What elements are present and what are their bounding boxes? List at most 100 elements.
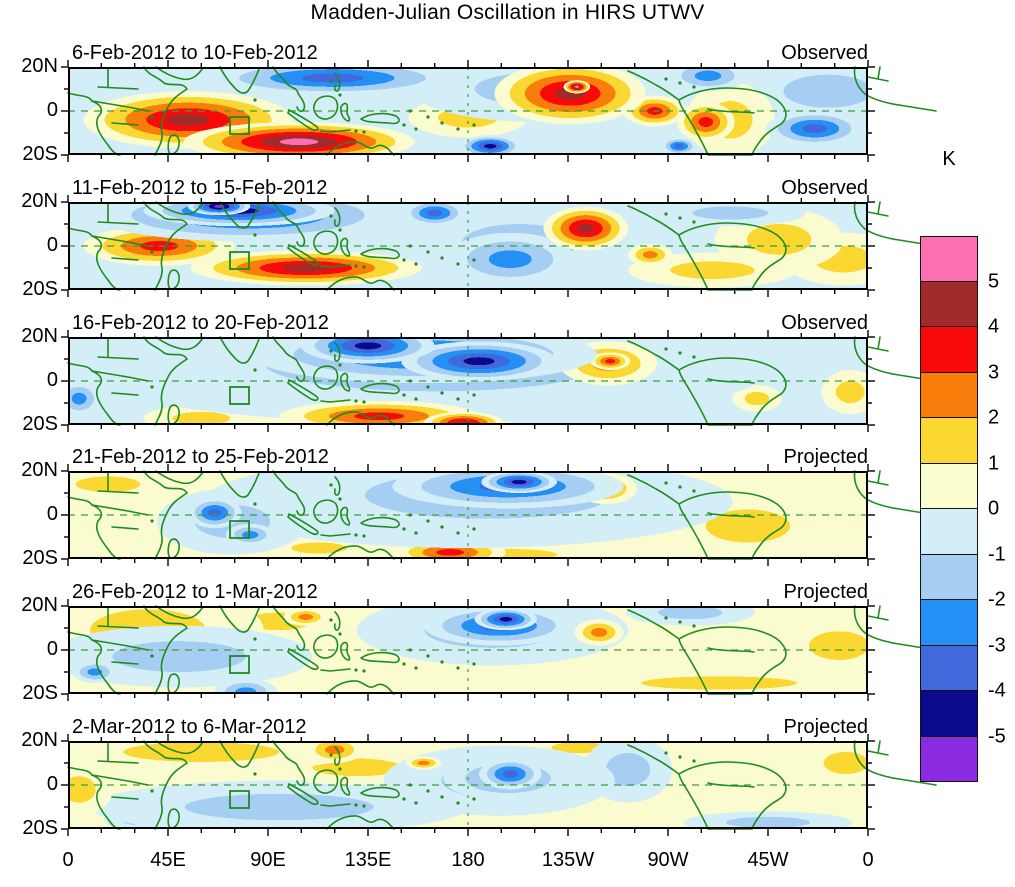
map-grid-coastlines bbox=[61, 194, 937, 297]
coastlines bbox=[67, 335, 937, 426]
map-frame bbox=[68, 201, 868, 290]
map-frame bbox=[68, 471, 868, 560]
map-panel: 6-Feb-2012 to 10-Feb-2012 Observed 20N 0 2… bbox=[0, 42, 1015, 165]
map-panel: 11-Feb-2012 to 15-Feb-2012 Observed 20N 0… bbox=[0, 177, 1015, 300]
colorbar-swatch bbox=[920, 327, 978, 373]
map-grid-coastlines bbox=[61, 60, 937, 162]
colorbar bbox=[920, 236, 978, 782]
colorbar-swatch bbox=[920, 236, 978, 282]
colorbar-tick-label: 1 bbox=[988, 452, 1000, 474]
panel-status-label: Observed bbox=[781, 42, 868, 64]
coastlines bbox=[67, 200, 937, 291]
latitude-tick-label: 20S bbox=[22, 143, 58, 166]
island-dots bbox=[150, 77, 696, 134]
longitude-tick-label: 45W bbox=[747, 849, 789, 871]
island-dots bbox=[150, 212, 696, 269]
longitude-tick-label: 180 bbox=[451, 849, 485, 871]
coastlines bbox=[67, 740, 937, 830]
colorbar-tick-label: 0 bbox=[988, 497, 1000, 520]
colorbar-tick-label: -3 bbox=[988, 634, 1006, 656]
latitude-tick-label: 0 bbox=[46, 503, 58, 526]
map-panel: 26-Feb-2012 to 1-Mar-2012 Projected 20N 0… bbox=[0, 581, 1015, 704]
panel-date-range: 26-Feb-2012 to 1-Mar-2012 bbox=[72, 581, 318, 604]
target-region-box bbox=[229, 385, 250, 405]
map-panel: 21-Feb-2012 to 25-Feb-2012 Projected 20N… bbox=[0, 446, 1015, 569]
longitude-tick-label: 0 bbox=[62, 849, 74, 871]
latitude-tick-label: 20N bbox=[21, 324, 58, 347]
colorbar-unit-label: K bbox=[942, 148, 956, 170]
map-frame bbox=[68, 67, 868, 155]
target-region-box bbox=[229, 790, 250, 809]
target-region-box bbox=[229, 655, 250, 675]
island-dots bbox=[150, 751, 696, 808]
colorbar-swatch bbox=[920, 736, 978, 782]
colorbar-tick-label: 3 bbox=[988, 361, 1000, 383]
panel-date-range: 2-Mar-2012 to 6-Mar-2012 bbox=[72, 716, 307, 738]
colorbar-tick-label: 2 bbox=[988, 406, 1000, 429]
latitude-tick-label: 20S bbox=[22, 817, 58, 840]
map-grid-coastlines bbox=[61, 329, 937, 432]
coastlines bbox=[67, 470, 937, 561]
latitude-tick-label: 20S bbox=[22, 412, 58, 435]
latitude-tick-label: 0 bbox=[46, 368, 58, 391]
colorbar-tick-label: -4 bbox=[988, 679, 1006, 702]
colorbar-tick-label: -2 bbox=[988, 588, 1006, 611]
latitude-tick-label: 20N bbox=[21, 189, 58, 212]
colorbar-swatch bbox=[920, 281, 978, 327]
latitude-tick-label: 0 bbox=[46, 773, 58, 796]
longitude-tick-label: 135E bbox=[344, 849, 392, 871]
latitude-tick-label: 20S bbox=[22, 682, 58, 705]
panel-date-range: 6-Feb-2012 to 10-Feb-2012 bbox=[72, 42, 318, 64]
map-frame bbox=[68, 336, 868, 425]
panel-status-label: Projected bbox=[783, 446, 869, 469]
latitude-tick-label: 20N bbox=[21, 594, 58, 617]
colorbar-tick-label: 5 bbox=[988, 270, 1000, 292]
panel-date-range: 16-Feb-2012 to 20-Feb-2012 bbox=[72, 311, 329, 334]
target-region-box bbox=[229, 520, 250, 540]
island-dots bbox=[150, 616, 696, 673]
latitude-tick-label: 0 bbox=[46, 99, 58, 122]
map-grid-coastlines bbox=[61, 734, 937, 836]
colorbar-tick-label: -5 bbox=[988, 725, 1006, 747]
latitude-tick-label: 20N bbox=[21, 729, 58, 752]
map-panel: 16-Feb-2012 to 20-Feb-2012 Observed 20N 0… bbox=[0, 312, 1015, 435]
latitude-tick-label: 0 bbox=[46, 638, 58, 661]
coastlines bbox=[67, 66, 937, 156]
colorbar-swatch bbox=[920, 509, 978, 555]
panel-status-label: Projected bbox=[783, 716, 869, 738]
colorbar-swatch bbox=[920, 372, 978, 418]
longitude-axis: 0 45E 90E 135E 180 135W 90W 45W 0 bbox=[0, 849, 1015, 879]
panel-status-label: Observed bbox=[781, 311, 868, 334]
colorbar-swatch bbox=[920, 463, 978, 509]
latitude-tick-label: 20S bbox=[22, 277, 58, 300]
target-region-box bbox=[229, 250, 250, 270]
map-frame bbox=[68, 741, 868, 829]
longitude-tick-label: 90W bbox=[647, 849, 689, 871]
map-grid-coastlines bbox=[61, 464, 937, 567]
panel-date-range: 11-Feb-2012 to 15-Feb-2012 bbox=[72, 176, 328, 199]
panel-status-label: Projected bbox=[783, 581, 869, 604]
latitude-tick-label: 20N bbox=[21, 55, 58, 78]
map-grid-coastlines bbox=[61, 599, 937, 702]
colorbar-tick-label: 4 bbox=[988, 315, 1000, 338]
island-dots bbox=[150, 481, 696, 538]
panel-status-label: Observed bbox=[781, 176, 868, 199]
colorbar-swatch bbox=[920, 600, 978, 646]
longitude-tick-label: 45E bbox=[150, 849, 186, 871]
colorbar-tick-label: -1 bbox=[988, 543, 1006, 565]
colorbar-swatch bbox=[920, 554, 978, 600]
panel-date-range: 21-Feb-2012 to 25-Feb-2012 bbox=[72, 446, 329, 469]
target-region-box bbox=[229, 116, 250, 135]
latitude-tick-label: 20S bbox=[22, 547, 58, 570]
map-frame bbox=[68, 606, 868, 695]
longitude-tick-label: 135W bbox=[541, 849, 595, 871]
colorbar-swatch bbox=[920, 418, 978, 464]
map-panel: 2-Mar-2012 to 6-Mar-2012 Projected 20N 0 2… bbox=[0, 716, 1015, 839]
colorbar-swatch bbox=[920, 645, 978, 691]
latitude-tick-label: 0 bbox=[46, 233, 58, 256]
colorbar-swatch bbox=[920, 691, 978, 737]
island-dots bbox=[150, 346, 696, 404]
longitude-tick-label: 0 bbox=[862, 849, 874, 871]
longitude-tick-label: 90E bbox=[250, 849, 286, 871]
